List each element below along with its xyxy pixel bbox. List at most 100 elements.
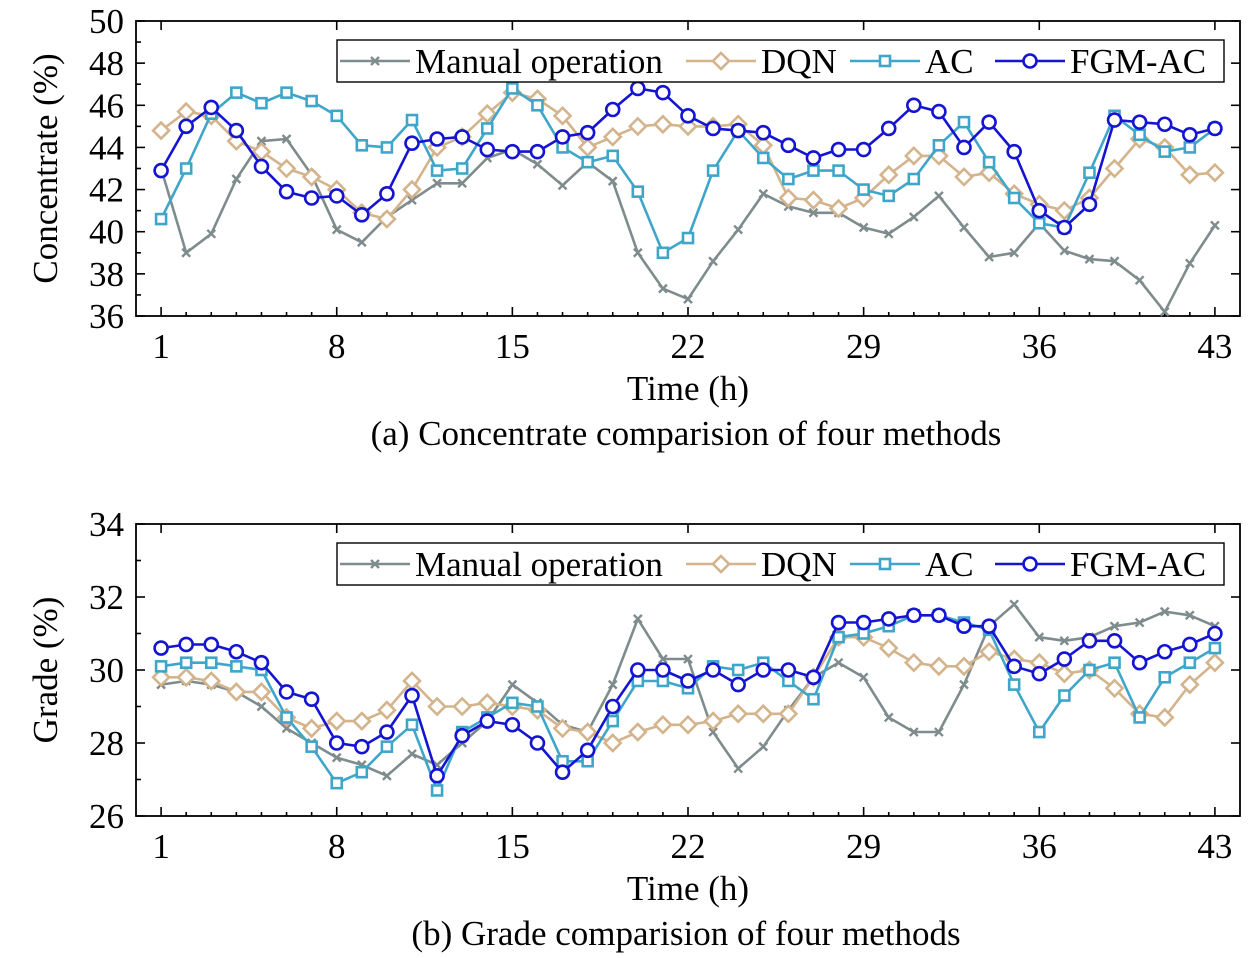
data-point	[452, 696, 473, 717]
data-point	[957, 115, 971, 129]
data-point	[402, 179, 422, 200]
x-tick-label: 22	[671, 827, 706, 866]
x-axis-label: Time (h)	[627, 369, 749, 408]
x-tick-label: 43	[1197, 327, 1232, 366]
data-point	[507, 679, 518, 690]
y-tick-label: 36	[89, 297, 124, 336]
data-point	[653, 714, 673, 735]
data-point	[1054, 663, 1075, 684]
data-point	[1031, 202, 1048, 219]
legend-label: FGM-AC	[1070, 42, 1206, 81]
data-point	[204, 656, 218, 670]
data-point	[1056, 219, 1073, 236]
legend-entry: AC	[850, 545, 974, 584]
x-tick-label: 22	[671, 327, 706, 366]
legend-label: Manual operation	[415, 42, 663, 81]
data-point	[251, 682, 272, 702]
data-point	[1006, 658, 1022, 675]
data-point	[1205, 652, 1225, 673]
data-point	[929, 656, 949, 677]
y-tick-label: 48	[89, 44, 124, 83]
data-point	[382, 771, 392, 781]
data-point	[858, 222, 869, 233]
legend-entry: AC	[850, 42, 974, 81]
data-point	[934, 727, 944, 737]
data-point	[756, 151, 770, 165]
data-point	[552, 718, 573, 739]
data-point	[579, 124, 596, 141]
data-point	[379, 724, 395, 740]
data-point	[1158, 670, 1172, 684]
data-point	[1134, 617, 1145, 628]
data-point	[355, 765, 369, 779]
data-point	[1081, 196, 1098, 213]
data-point	[504, 716, 521, 733]
data-point	[407, 195, 417, 205]
data-point	[882, 189, 896, 203]
data-point	[454, 727, 470, 744]
data-point	[1205, 162, 1225, 183]
series-ac	[154, 82, 1222, 260]
data-point	[680, 673, 696, 689]
data-point	[203, 99, 220, 116]
data-point	[731, 663, 745, 677]
data-point	[632, 614, 643, 624]
x-tick-label: 29	[846, 327, 881, 366]
data-point	[932, 139, 946, 152]
data-point	[1032, 216, 1046, 230]
data-point	[404, 135, 420, 152]
data-point	[708, 727, 718, 737]
y-tick-label: 50	[89, 2, 124, 41]
data-point	[883, 712, 894, 723]
data-point	[328, 188, 345, 204]
data-point	[1109, 256, 1120, 267]
data-point	[1182, 636, 1198, 653]
x-tick-label: 29	[846, 827, 881, 866]
data-point	[755, 124, 772, 141]
data-point	[231, 174, 242, 184]
x-tick-label: 8	[328, 827, 346, 866]
data-point	[981, 114, 997, 130]
x-tick-label: 1	[152, 827, 170, 866]
data-point	[1108, 656, 1121, 670]
data-point	[1184, 610, 1195, 621]
data-point	[280, 86, 293, 99]
data-point	[805, 669, 822, 686]
data-point	[480, 122, 494, 135]
data-point	[907, 172, 921, 186]
data-point	[655, 84, 671, 101]
data-point	[477, 103, 498, 124]
grade-chart: (b) Grade comparision of four methods Ti…	[26, 505, 1241, 953]
data-point	[404, 687, 420, 704]
data-point	[602, 127, 623, 147]
data-point	[878, 638, 899, 658]
data-point	[658, 283, 668, 294]
data-point	[154, 212, 168, 226]
data-point	[230, 660, 243, 673]
legend-marker	[878, 557, 892, 571]
data-point	[228, 643, 245, 660]
data-point	[179, 656, 193, 670]
legend-label: DQN	[761, 545, 837, 584]
data-point	[154, 660, 168, 673]
data-point	[1083, 166, 1096, 180]
data-point	[1131, 654, 1148, 671]
data-point	[427, 696, 447, 717]
data-point	[606, 714, 620, 728]
data-point	[201, 671, 222, 691]
data-point	[330, 776, 344, 790]
data-point	[554, 129, 571, 145]
data-point	[328, 735, 345, 751]
data-point	[857, 183, 870, 196]
data-point	[931, 607, 947, 624]
data-point	[176, 667, 197, 688]
legend-marker	[370, 559, 380, 569]
data-point	[1058, 689, 1071, 702]
chart-caption: (b) Grade comparision of four methods	[411, 914, 960, 953]
data-point	[457, 178, 468, 189]
data-point	[552, 105, 573, 126]
data-point	[1133, 128, 1146, 142]
data-point	[1182, 126, 1198, 143]
data-point	[479, 141, 496, 158]
data-point	[959, 679, 969, 690]
